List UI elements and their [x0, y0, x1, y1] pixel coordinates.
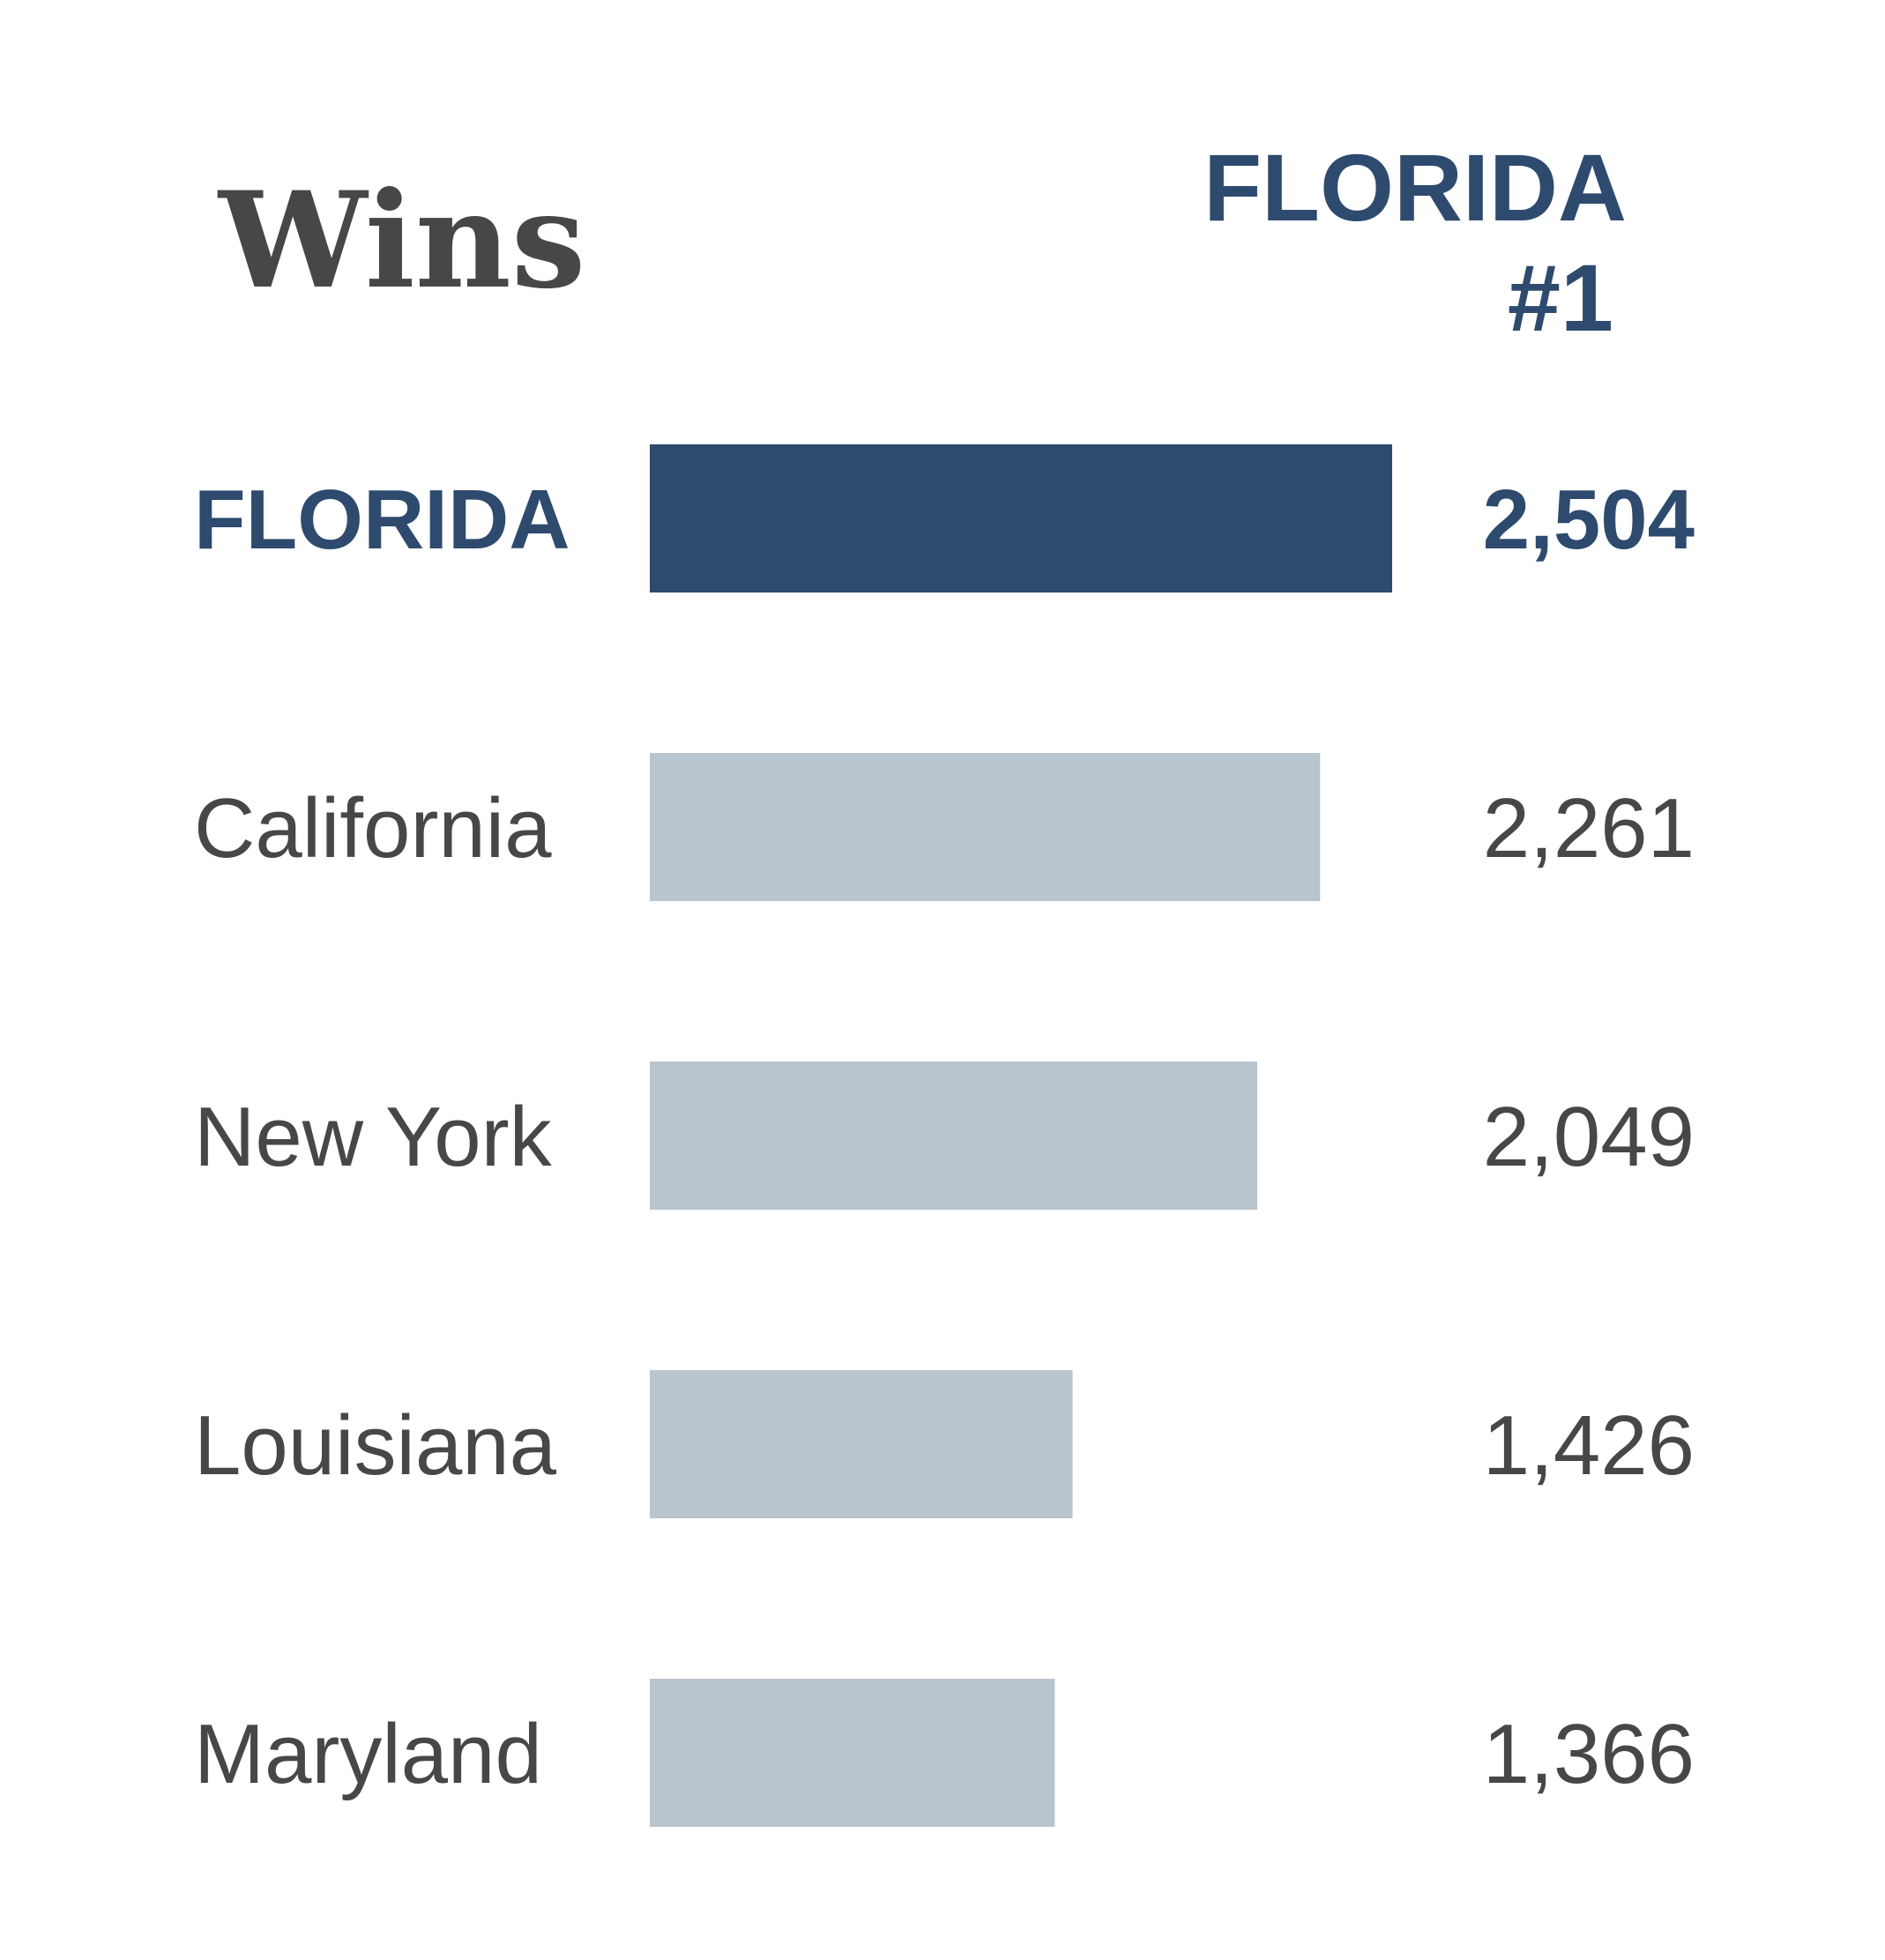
value-label-california: 2,261 — [1483, 781, 1695, 876]
highlight-label: FLORIDA — [1203, 134, 1627, 241]
highlight-rank: #1 — [1508, 244, 1613, 351]
bar-new-york — [650, 1062, 1258, 1210]
value-label-new-york: 2,049 — [1483, 1090, 1695, 1184]
bar-california — [650, 753, 1321, 901]
value-label-florida: 2,504 — [1483, 473, 1695, 567]
value-label-maryland: 1,366 — [1483, 1707, 1695, 1801]
category-label-louisiana: Louisiana — [194, 1398, 557, 1493]
category-label-new-york: New York — [194, 1090, 553, 1184]
bar-florida — [650, 444, 1392, 592]
bar-louisiana — [650, 1370, 1073, 1518]
bar-maryland — [650, 1679, 1055, 1827]
category-label-california: California — [194, 781, 552, 876]
value-label-louisiana: 1,426 — [1483, 1398, 1695, 1493]
chart-title: Wins — [217, 163, 585, 318]
category-label-maryland: Maryland — [194, 1707, 542, 1801]
category-label-florida: FLORIDA — [194, 473, 570, 567]
bar-group: FLORIDA 2,504 California 2,261 New York 2,049… — [194, 444, 1695, 1827]
